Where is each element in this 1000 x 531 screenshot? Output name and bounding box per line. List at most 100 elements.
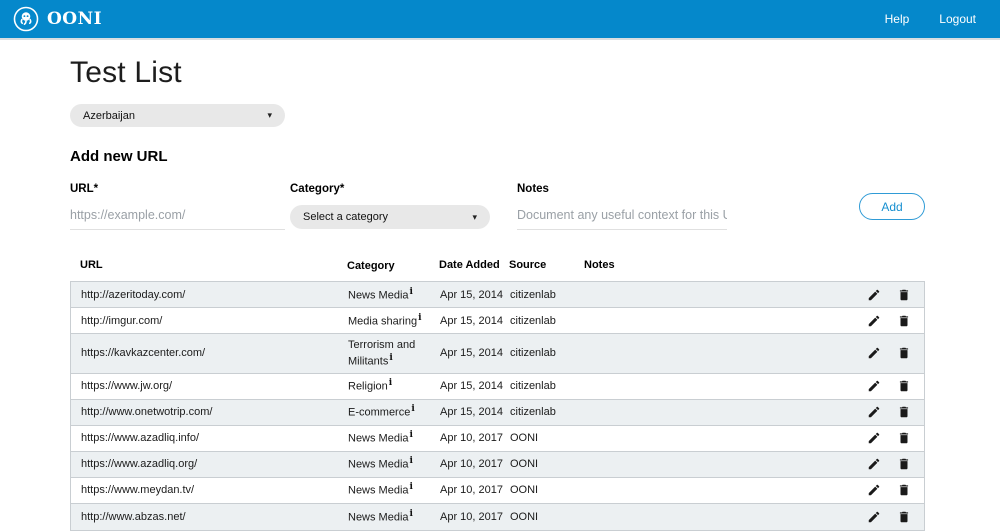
category-cell: News Mediai [348, 286, 413, 302]
category-cell: News Mediai [348, 456, 413, 471]
notes-field-group: Notes [517, 183, 727, 230]
url-input[interactable] [70, 204, 285, 230]
url-cell: http://imgur.com/ [81, 314, 163, 327]
source-cell: citizenlab [510, 314, 556, 327]
edit-icon[interactable] [867, 314, 881, 328]
date-added-cell: Apr 15, 2014 [440, 288, 503, 301]
table-row: http://www.abzas.net/ News Mediai Apr 10… [71, 503, 924, 530]
logout-link[interactable]: Logout [939, 12, 976, 26]
date-added-cell: Apr 15, 2014 [440, 347, 503, 360]
row-actions [852, 429, 924, 447]
help-link[interactable]: Help [884, 12, 910, 26]
url-cell: http://www.onetwotrip.com/ [81, 406, 213, 419]
edit-icon[interactable] [867, 431, 881, 445]
country-select[interactable]: Azerbaijan ▾ [70, 104, 285, 127]
info-icon: i [409, 286, 413, 297]
row-actions [852, 403, 924, 421]
table-row: https://www.meydan.tv/ News Mediai Apr 1… [71, 477, 924, 504]
delete-icon[interactable] [897, 405, 911, 419]
source-cell: OONI [510, 510, 539, 523]
table-row: https://kavkazcenter.com/ Terrorism and … [71, 334, 924, 374]
column-header-source: Source [509, 259, 547, 271]
edit-icon[interactable] [867, 457, 881, 471]
notes-cell [585, 384, 852, 388]
url-cell: https://www.azadliq.org/ [81, 458, 198, 471]
add-url-heading: Add new URL [70, 148, 168, 165]
category-cell: Terrorism and Militantsi [348, 339, 416, 368]
table-row: http://www.onetwotrip.com/ E-commercei A… [71, 399, 924, 426]
row-actions [852, 312, 924, 330]
edit-icon[interactable] [867, 288, 881, 302]
url-cell: http://www.abzas.net/ [81, 510, 186, 523]
add-button[interactable]: Add [859, 193, 925, 220]
date-added-cell: Apr 10, 2017 [440, 432, 503, 445]
source-cell: citizenlab [510, 406, 556, 419]
table-row: https://www.azadliq.info/ News Mediai Ap… [71, 425, 924, 452]
category-label: Category* [290, 183, 345, 195]
table-row: http://imgur.com/ Media sharingi Apr 15,… [71, 308, 924, 335]
chevron-down-icon: ▾ [472, 211, 477, 222]
country-select-value: Azerbaijan [83, 109, 135, 122]
info-icon: i [409, 456, 413, 467]
info-icon: i [388, 378, 393, 389]
brand[interactable]: OONI [13, 6, 102, 32]
date-added-cell: Apr 10, 2017 [440, 484, 503, 497]
source-cell: OONI [510, 484, 539, 497]
notes-cell [585, 462, 852, 466]
notes-cell [585, 293, 852, 297]
edit-icon[interactable] [867, 405, 881, 419]
url-field-group: URL* [70, 183, 285, 230]
column-header-url: URL [80, 259, 103, 271]
category-cell: News Mediai [348, 508, 413, 524]
url-cell: https://www.meydan.tv/ [81, 484, 195, 497]
delete-icon[interactable] [897, 346, 911, 360]
notes-cell [585, 488, 852, 492]
row-actions [852, 508, 924, 526]
delete-icon[interactable] [897, 431, 911, 445]
delete-icon[interactable] [897, 288, 911, 302]
delete-icon[interactable] [897, 510, 911, 524]
url-cell: http://azeritoday.com/ [81, 288, 186, 301]
ooni-logo-icon [13, 6, 39, 32]
delete-icon[interactable] [897, 457, 911, 471]
info-icon: i [389, 352, 393, 363]
url-cell: https://www.azadliq.info/ [81, 432, 200, 445]
category-field-group: Category* Select a category ▾ [290, 183, 490, 229]
source-cell: OONI [510, 458, 539, 471]
edit-icon[interactable] [867, 379, 881, 393]
category-cell: Religioni [348, 378, 393, 393]
table-header: URL Category Date Added Source Notes [70, 252, 925, 281]
category-select-value: Select a category [303, 211, 388, 223]
delete-icon[interactable] [897, 314, 911, 328]
edit-icon[interactable] [867, 510, 881, 524]
add-url-form: URL* Category* Select a category ▾ Notes… [70, 183, 925, 230]
edit-icon[interactable] [867, 346, 881, 360]
table-row: http://azeritoday.com/ News Mediai Apr 1… [71, 282, 924, 309]
date-added-cell: Apr 15, 2014 [440, 406, 503, 419]
url-cell: https://kavkazcenter.com/ [81, 347, 206, 360]
row-actions [852, 481, 924, 499]
source-cell: citizenlab [510, 288, 556, 301]
info-icon: i [409, 430, 413, 441]
delete-icon[interactable] [897, 483, 911, 497]
source-cell: citizenlab [510, 347, 556, 360]
delete-icon[interactable] [897, 379, 911, 393]
notes-input[interactable] [517, 204, 727, 230]
edit-icon[interactable] [867, 483, 881, 497]
category-cell: News Mediai [348, 482, 413, 497]
app-header: OONI Help Logout [0, 0, 1000, 40]
info-icon: i [409, 508, 413, 519]
row-actions [852, 344, 924, 362]
notes-cell [585, 410, 852, 414]
notes-cell [585, 319, 852, 323]
row-actions [852, 286, 924, 304]
table-row: https://www.jw.org/ Religioni Apr 15, 20… [71, 373, 924, 400]
column-header-category: Category [347, 260, 395, 272]
row-actions [852, 377, 924, 395]
category-select[interactable]: Select a category ▾ [290, 205, 490, 229]
url-cell: https://www.jw.org/ [81, 380, 173, 393]
notes-cell [585, 515, 852, 519]
table-row: https://www.azadliq.org/ News Mediai Apr… [71, 451, 924, 478]
info-icon: i [418, 312, 422, 323]
page-title: Test List [70, 56, 182, 89]
